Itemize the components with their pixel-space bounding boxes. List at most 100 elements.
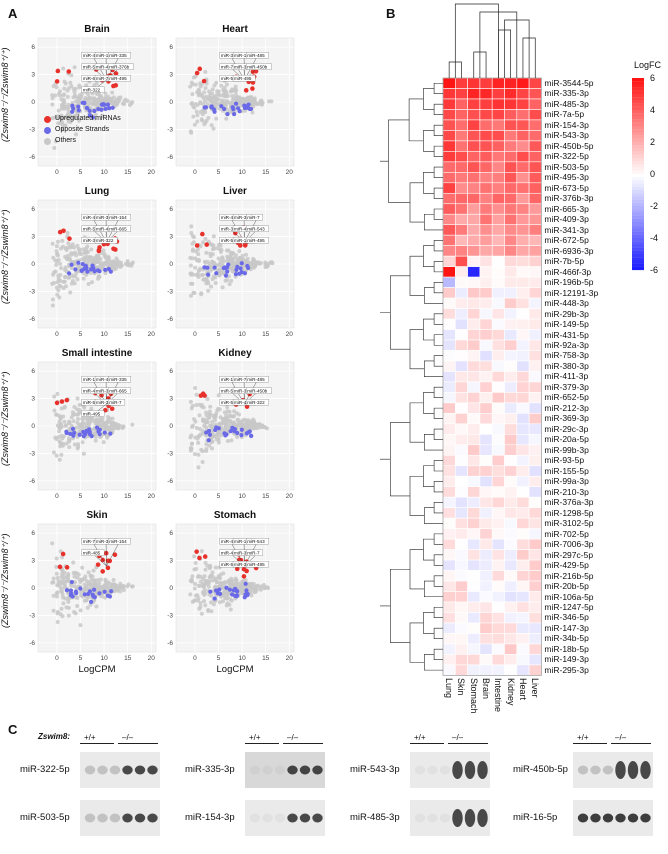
heatmap-cell: [528, 287, 542, 299]
heatmap-cell: [455, 454, 468, 467]
x-tick: 0: [193, 655, 197, 662]
y-tick: -3: [167, 450, 173, 457]
heatmap-cell: [467, 360, 481, 372]
y-tick: -3: [29, 126, 35, 133]
heatmap-cell: [442, 559, 456, 571]
heatmap-cell: [504, 496, 518, 508]
heatmap-cell: [516, 528, 530, 540]
heatmap-column-label: Liver: [530, 678, 541, 698]
heatmap-cell: [504, 434, 518, 446]
heatmap-cell: [491, 465, 505, 477]
plot-title: Skin: [86, 510, 108, 521]
x-tick: 10: [100, 493, 108, 500]
heatmap-row-label: miR-380-3p: [544, 360, 589, 371]
heatmap-cell: [516, 329, 530, 341]
mirna-label: miR-376b: [109, 65, 129, 70]
panel-label-c: C: [8, 722, 18, 737]
heatmap-cell: [516, 580, 530, 592]
heatmap-cell: [479, 517, 493, 529]
heatmap-cell: [491, 423, 505, 435]
heatmap-cell: [504, 88, 518, 100]
heatmap-cell: [467, 318, 481, 330]
heatmap-cell: [504, 549, 518, 561]
x-tick: 20: [286, 655, 294, 662]
heatmap-cell: [479, 434, 493, 446]
x-tick: 5: [79, 655, 83, 662]
heatmap-cell: [467, 664, 481, 676]
ko-label: –/–: [287, 733, 299, 742]
heatmap-cell: [491, 434, 505, 446]
x-tick: 20: [148, 655, 156, 662]
heatmap-cell: [504, 580, 518, 592]
heatmap-cell: [516, 371, 530, 383]
mirna-label: miR-322: [221, 227, 239, 232]
heatmap-cell: [491, 172, 505, 184]
panel-label-a: A: [8, 6, 18, 21]
wt-bar: [573, 743, 607, 744]
heatmap-cell: [442, 161, 456, 173]
heatmap-cell: [528, 507, 542, 519]
wt-bar: [410, 743, 444, 744]
heatmap-cell: [479, 360, 493, 372]
heatmap-cell: [491, 454, 505, 467]
heatmap-cell: [528, 549, 542, 561]
heatmap-cell: [528, 633, 542, 645]
heatmap-cell: [442, 580, 456, 592]
heatmap-cell: [516, 633, 530, 645]
heatmap-cell: [467, 140, 481, 152]
heatmap-cell: [516, 381, 530, 393]
heatmap-cell: [479, 297, 493, 309]
heatmap-cell: [455, 234, 468, 246]
heatmap-cell: [491, 622, 505, 634]
y-tick: 6: [169, 206, 173, 213]
heatmap-cell: [528, 580, 542, 592]
panel-label-b: B: [386, 6, 396, 21]
heatmap-cell: [442, 601, 456, 613]
heatmap-cell: [455, 423, 468, 435]
heatmap-cell: [455, 109, 468, 121]
heatmap-cell: [442, 192, 456, 205]
x-tick: 5: [217, 655, 221, 662]
heatmap-cell: [442, 234, 456, 246]
heatmap-cell: [442, 612, 456, 624]
heatmap-cell: [491, 140, 505, 152]
y-tick: -6: [167, 478, 173, 485]
heatmap-column-label: Skin: [456, 678, 467, 696]
heatmap-row-label: miR-376b-3p: [544, 193, 594, 204]
heatmap-row-label: miR-92a-3p: [544, 340, 589, 350]
heatmap-cell: [442, 255, 456, 267]
heatmap-cell: [491, 234, 505, 246]
heatmap-cell: [491, 350, 505, 362]
heatmap-cell: [504, 266, 518, 278]
heatmap-cell: [528, 496, 542, 508]
heatmap-cell: [491, 98, 505, 110]
heatmap-cell: [479, 392, 493, 404]
blot-image: [410, 752, 490, 788]
mirna-label: miR-154: [83, 377, 101, 382]
mirna-label: miR-665: [83, 76, 101, 81]
blot-image: [245, 752, 325, 788]
heatmap-cell: [442, 119, 456, 131]
heatmap-row-label: miR-20a-5p: [544, 434, 589, 445]
heatmap-cell: [516, 434, 530, 446]
ko-label: –/–: [452, 733, 464, 742]
heatmap-row-label: miR-106a-5p: [544, 591, 594, 602]
heatmap-cell: [479, 255, 493, 267]
heatmap-cell: [442, 633, 456, 645]
mirna-label: miR-503: [221, 562, 239, 567]
x-tick: 5: [79, 169, 83, 176]
heatmap-cell: [467, 77, 481, 89]
heatmap-cell: [504, 350, 518, 362]
heatmap-cell: [528, 77, 542, 89]
heatmap-cell: [479, 643, 493, 655]
heatmap-cell: [504, 538, 518, 550]
x-tick: 0: [55, 169, 59, 176]
heatmap-cell: [528, 161, 542, 173]
heatmap-cell: [516, 255, 530, 267]
heatmap-cell: [479, 276, 493, 288]
mirna-label: miR-495: [83, 411, 101, 416]
heatmap-cell: [504, 622, 518, 634]
heatmap-cell: [504, 287, 518, 299]
heatmap-cell: [455, 392, 468, 404]
heatmap-cell: [455, 119, 468, 131]
